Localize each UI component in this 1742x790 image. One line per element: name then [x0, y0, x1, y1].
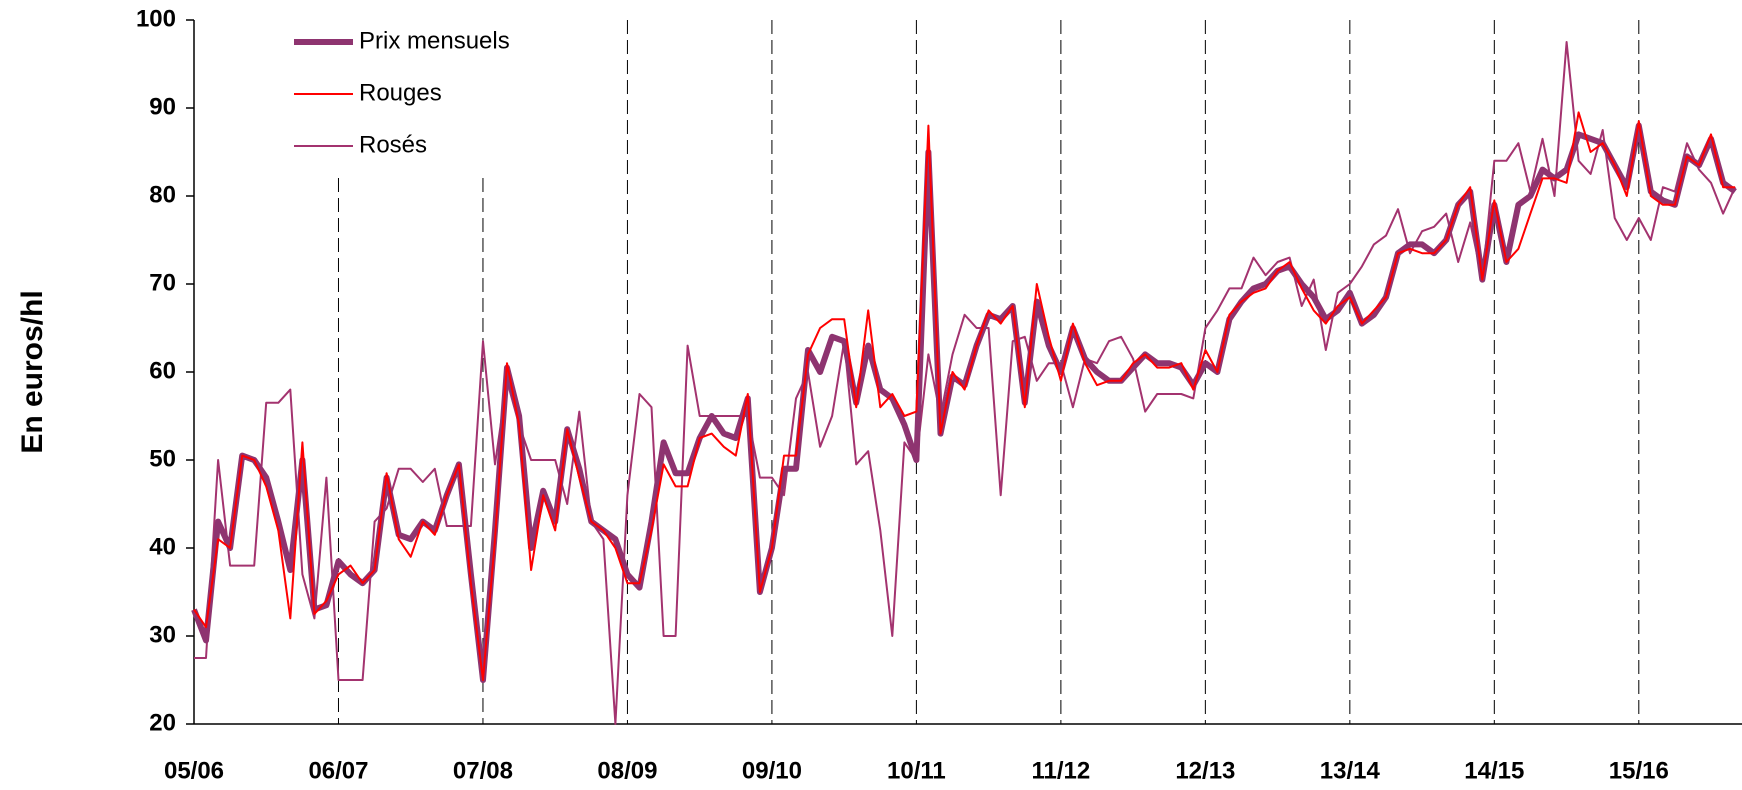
- x-tick-label: 09/10: [742, 757, 802, 784]
- y-tick-label: 100: [136, 5, 176, 32]
- y-tick-label: 40: [149, 533, 176, 560]
- series-line: [193, 111, 1736, 681]
- series-line: [191, 122, 1737, 683]
- y-tick-label: 70: [149, 269, 176, 296]
- x-tick-label: 06/07: [308, 757, 368, 784]
- x-tick-label: 11/12: [1032, 757, 1091, 784]
- legend-label: Prix mensuels: [359, 27, 510, 54]
- x-tick-label: 12/13: [1175, 757, 1235, 784]
- y-axis-title: En euros/hl: [16, 290, 49, 453]
- x-tick-label: 10/11: [887, 757, 946, 784]
- y-tick-label: 80: [149, 181, 176, 208]
- legend-label: Rosés: [359, 131, 427, 158]
- x-tick-label: 05/06: [164, 757, 224, 784]
- x-tick-label: 08/09: [597, 757, 657, 784]
- legend-label: Rouges: [359, 79, 442, 106]
- x-tick-label: 15/16: [1609, 757, 1669, 784]
- y-tick-label: 30: [149, 621, 176, 648]
- y-tick-label: 50: [149, 445, 176, 472]
- y-tick-label: 60: [149, 357, 176, 384]
- x-tick-label: 14/15: [1464, 757, 1524, 784]
- y-tick-label: 20: [149, 709, 176, 736]
- y-tick-label: 90: [149, 93, 176, 120]
- x-tick-label: 13/14: [1320, 757, 1381, 784]
- x-tick-label: 07/08: [453, 757, 513, 784]
